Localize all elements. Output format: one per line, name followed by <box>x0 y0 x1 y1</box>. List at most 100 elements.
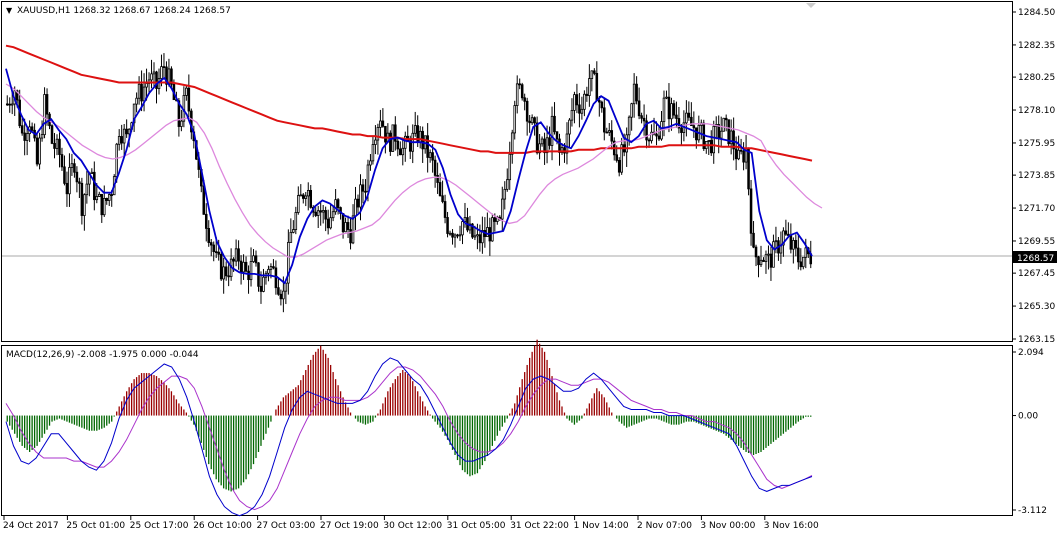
candle-body <box>558 138 561 153</box>
collapse-triangle-icon[interactable]: ▼ <box>6 6 13 15</box>
candle-body <box>545 137 549 154</box>
candle-body <box>441 195 444 202</box>
macd-axis: 2.094 0.00 -3.112 <box>1012 348 1047 516</box>
candle-body <box>593 70 596 74</box>
candle-body <box>543 138 546 154</box>
candle-body <box>299 194 303 197</box>
candle-body <box>244 261 248 272</box>
current-price-tag: 1268.57 <box>1013 251 1057 264</box>
candle-body <box>510 132 514 155</box>
candle-body <box>212 244 215 253</box>
macd-tick-label: 2.094 <box>1018 348 1044 358</box>
candle-body <box>413 125 417 134</box>
candle-body <box>326 218 330 229</box>
candle-body <box>359 184 362 208</box>
candle-body <box>249 261 253 281</box>
candle-body <box>677 118 681 129</box>
candle-body <box>501 198 504 220</box>
candle-body <box>431 152 434 161</box>
candle-body <box>269 266 273 270</box>
price-tick-label: 1271.70 <box>1018 204 1055 214</box>
candle-body <box>83 194 86 216</box>
macd-tick-label: -3.112 <box>1018 506 1047 516</box>
candle-body <box>426 135 429 158</box>
candle-body <box>560 147 564 153</box>
candle-body <box>645 120 648 141</box>
candle-body <box>122 128 126 144</box>
candle-body <box>336 199 340 208</box>
candle-body <box>533 117 536 124</box>
candle-body <box>100 193 104 216</box>
candle-body <box>657 135 661 140</box>
candle-body <box>297 195 300 213</box>
candle-body <box>45 94 49 115</box>
candle-body <box>399 148 402 156</box>
candle-body <box>384 125 387 143</box>
candle-body <box>458 234 462 237</box>
candle-body <box>319 210 322 213</box>
candle-body <box>389 132 392 152</box>
macd-tick-label: 0.00 <box>1018 412 1038 422</box>
candle-body <box>598 100 601 103</box>
candle-body <box>680 127 683 133</box>
candle-body <box>187 87 191 112</box>
candle-body <box>376 127 380 141</box>
candle-body <box>145 83 148 88</box>
candle-body <box>520 84 524 99</box>
candle-body <box>190 110 193 133</box>
candle-body <box>224 266 228 277</box>
candle-body <box>804 247 808 258</box>
candle-body <box>219 253 223 280</box>
candle-body <box>670 103 673 120</box>
candle-body <box>603 107 606 133</box>
candle-body <box>789 235 793 250</box>
candle-body <box>578 104 581 114</box>
current-price-label: 1268.57 <box>1017 254 1054 264</box>
candle-body <box>68 167 71 195</box>
candle-body <box>481 230 484 244</box>
candle-body <box>478 234 482 244</box>
candle-body <box>55 138 59 149</box>
candle-body <box>344 222 347 233</box>
candle-body <box>719 130 723 139</box>
candle-body <box>433 159 437 176</box>
candle-body <box>774 240 778 243</box>
candle-body <box>767 253 770 256</box>
candle-body <box>160 66 163 79</box>
candle-body <box>354 198 357 217</box>
candle-body <box>555 131 559 140</box>
candle-body <box>709 140 713 154</box>
candle-body <box>40 134 44 139</box>
window-scroll-marker-icon[interactable] <box>806 3 816 8</box>
time-tick-label: 24 Oct 2017 <box>3 521 59 531</box>
candle-body <box>242 261 245 273</box>
candle-body <box>252 255 255 262</box>
candle-body <box>214 251 218 254</box>
candle-body <box>364 190 367 193</box>
candle-body <box>642 117 646 122</box>
macd-chart-area[interactable] <box>5 339 813 517</box>
candle-body <box>600 101 604 109</box>
candle-body <box>115 143 118 178</box>
candle-body <box>468 223 472 231</box>
candle-body <box>90 171 94 174</box>
candle-body <box>428 152 432 158</box>
main-chart-area[interactable] <box>2 44 1012 313</box>
candle-body <box>610 130 614 142</box>
candle-body <box>20 125 24 134</box>
candle-body <box>620 144 623 173</box>
candle-body <box>63 166 66 184</box>
candle-body <box>550 115 554 146</box>
candle-body <box>70 163 74 168</box>
candle-body <box>177 100 181 127</box>
candle-body <box>204 213 208 229</box>
candle-body <box>292 229 295 233</box>
candle-body <box>540 138 544 145</box>
price-tick-label: 1284.50 <box>1018 8 1055 18</box>
candle-body <box>294 212 298 230</box>
candle-body <box>759 259 763 266</box>
candle-body <box>565 133 569 154</box>
candle-body <box>747 148 750 190</box>
candle-body <box>530 117 534 124</box>
